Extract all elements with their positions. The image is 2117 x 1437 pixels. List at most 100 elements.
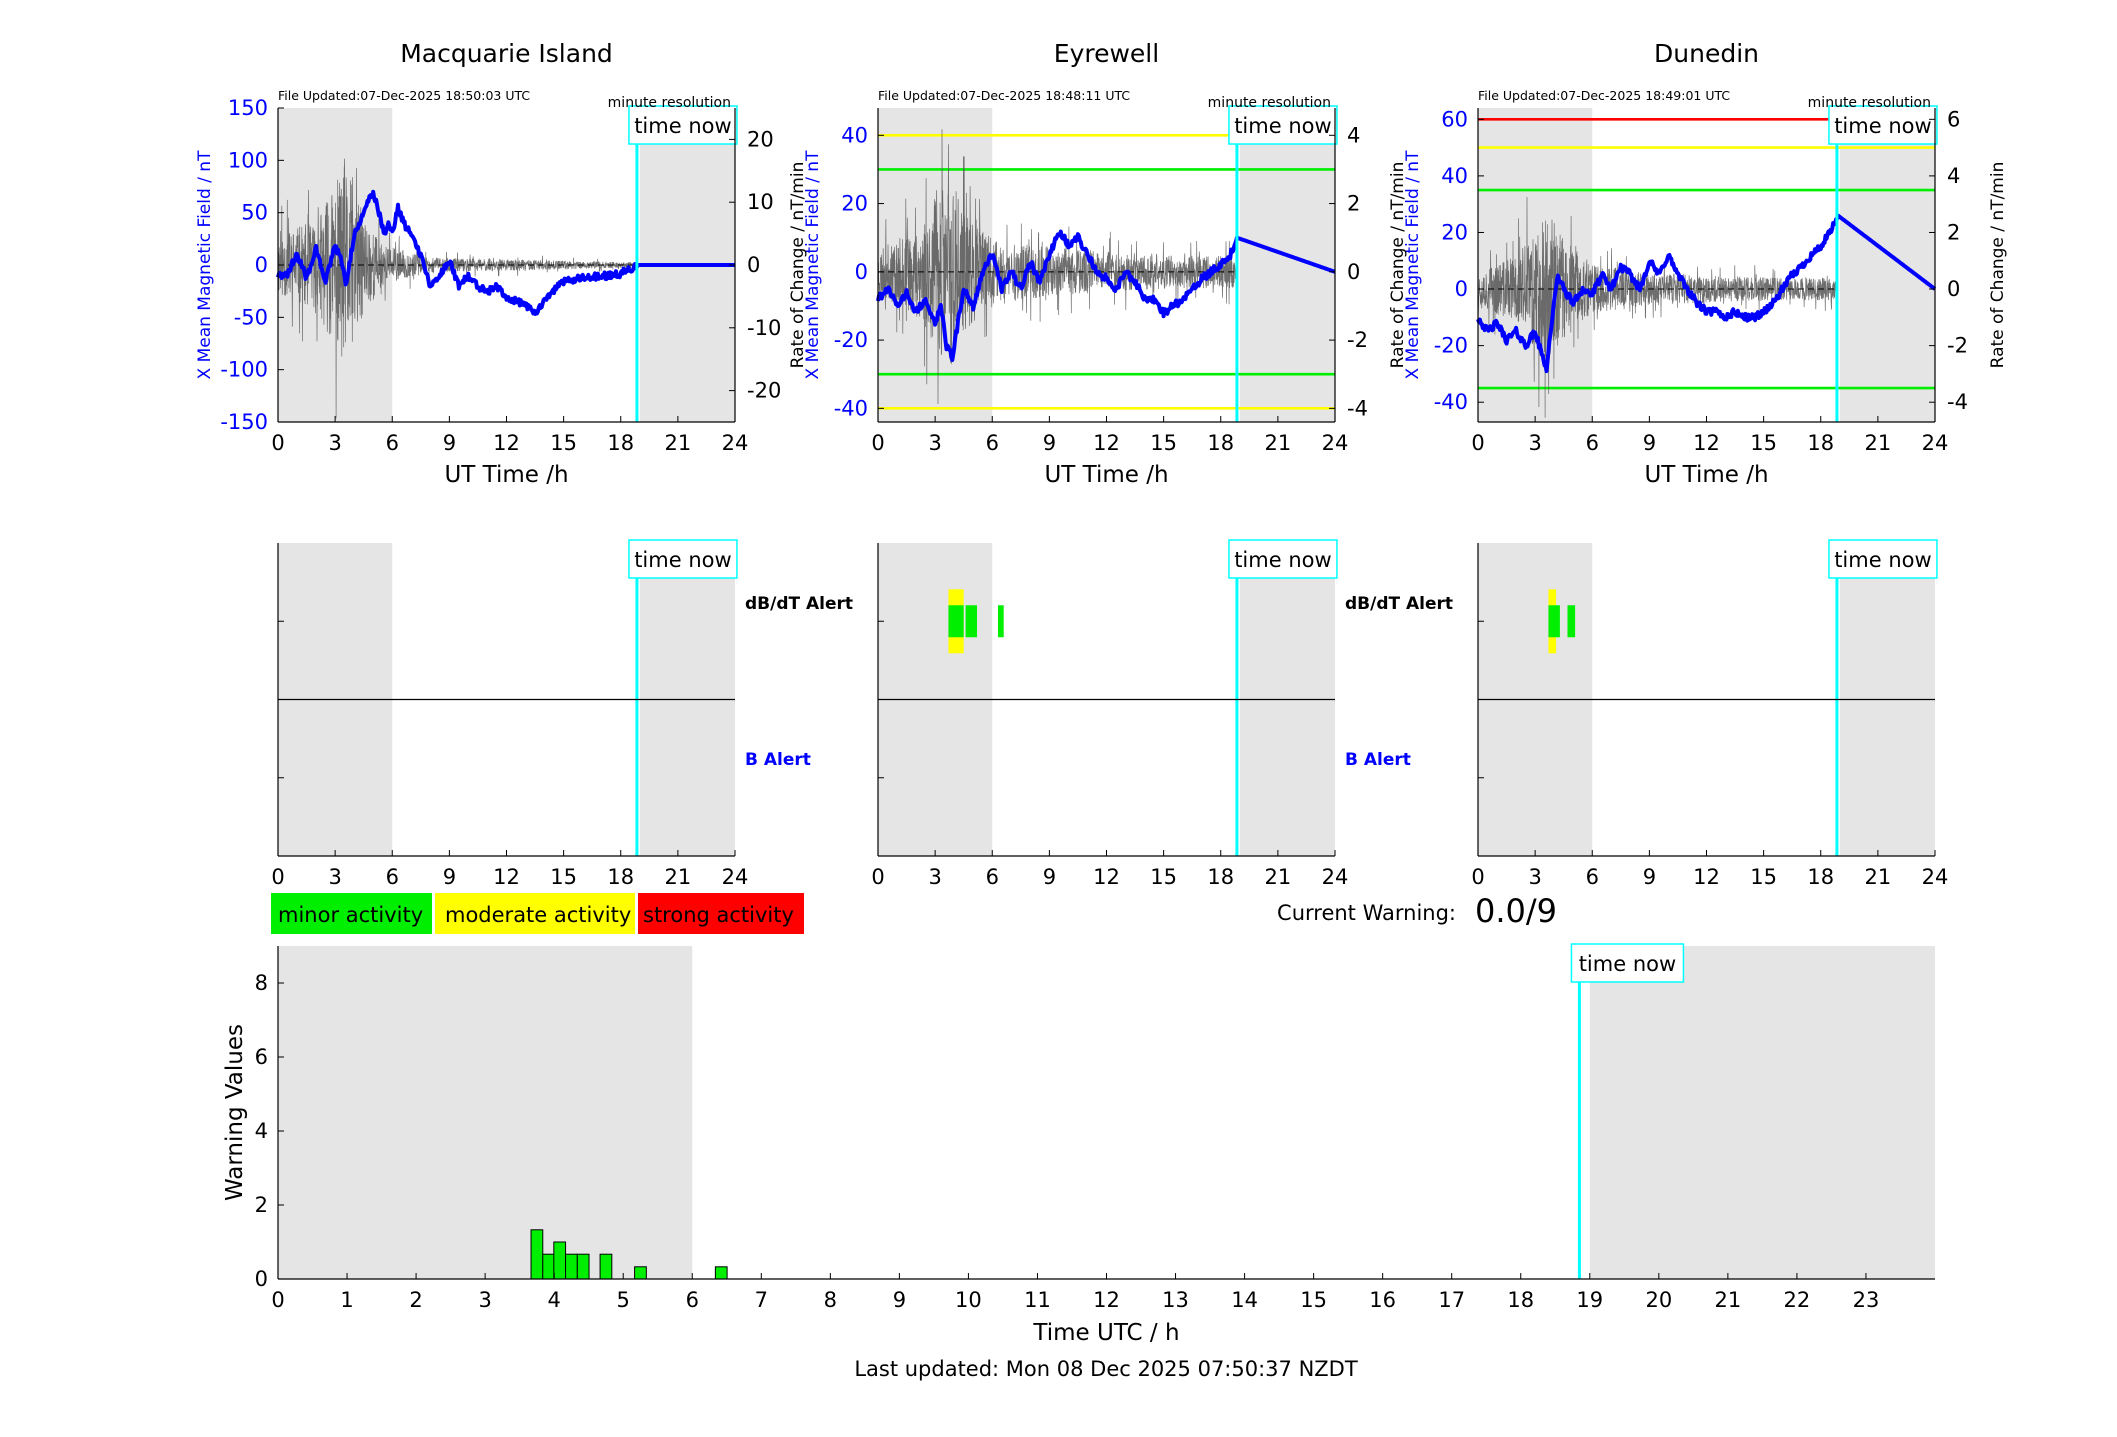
alert-x-tick-label: 21 <box>665 865 692 889</box>
station-title: Eyrewell <box>1054 39 1159 68</box>
alert-x-tick-label: 3 <box>928 865 941 889</box>
alert-x-tick-label: 0 <box>871 865 884 889</box>
alert-x-tick-label: 6 <box>386 865 399 889</box>
x-tick-label: 22 <box>1784 1288 1811 1312</box>
y-tick-label: -100 <box>220 358 268 382</box>
y-axis-label: X Mean Magnetic Field / nT <box>1403 150 1423 380</box>
time-now-box <box>1828 105 1938 145</box>
y-tick-label: -50 <box>234 305 268 329</box>
y2-tick-label: 0 <box>747 253 760 277</box>
time-now-box <box>1570 943 1685 983</box>
y2-tick-label: -2 <box>1347 328 1368 352</box>
y-tick-label: 8 <box>255 971 268 995</box>
x-tick-label: 4 <box>547 1288 560 1312</box>
x-tick-label: 0 <box>871 431 884 455</box>
alert-x-tick-label: 0 <box>1471 865 1484 889</box>
alert-x-tick-label: 21 <box>1865 865 1892 889</box>
time-now-label: time now <box>1834 114 1931 138</box>
x-tick-label: 7 <box>755 1288 768 1312</box>
alert-x-tick-label: 18 <box>607 865 634 889</box>
alert-x-tick-label: 24 <box>1322 865 1349 889</box>
x-tick-label: 18 <box>1807 431 1834 455</box>
alert-x-tick-label: 3 <box>328 865 341 889</box>
station-panel-macquarie: Macquarie Island File Updated:07-Dec-202… <box>195 39 853 889</box>
y-tick-label: -20 <box>1434 334 1468 358</box>
y2-tick-label: -10 <box>747 316 781 340</box>
resolution-label: minute resolution <box>608 95 731 111</box>
alert-x-tick-label: 12 <box>1693 865 1720 889</box>
alert-x-tick-label: 6 <box>986 865 999 889</box>
x-tick-label: 12 <box>493 431 520 455</box>
alert-x-tick-label: 6 <box>1586 865 1599 889</box>
x-tick-label: 3 <box>1528 431 1541 455</box>
db-dt-alert-label: dB/dT Alert <box>745 594 853 614</box>
x-tick-label: 9 <box>1043 431 1056 455</box>
legend-moderate-label: moderate activity <box>445 903 631 927</box>
x-tick-label: 20 <box>1645 1288 1672 1312</box>
x-tick-label: 6 <box>686 1288 699 1312</box>
y-tick-label: 20 <box>1441 220 1468 244</box>
night-shade <box>278 946 693 1279</box>
y-tick-label: 60 <box>1441 107 1468 131</box>
x-tick-label: 15 <box>1300 1288 1327 1312</box>
x-tick-label: 9 <box>443 431 456 455</box>
last-updated-label: Last updated: Mon 08 Dec 2025 07:50:37 N… <box>854 1357 1358 1381</box>
x-tick-label: 19 <box>1576 1288 1603 1312</box>
alert-x-tick-label: 0 <box>271 865 284 889</box>
x-tick-label: 0 <box>271 431 284 455</box>
db-dt-alert-mark <box>1567 605 1576 638</box>
x-tick-label: 9 <box>893 1288 906 1312</box>
y-tick-label: 50 <box>241 201 268 225</box>
x-tick-label: 1 <box>340 1288 353 1312</box>
x-tick-label: 12 <box>1093 1288 1120 1312</box>
alert-x-tick-label: 12 <box>1093 865 1120 889</box>
resolution-label: minute resolution <box>1808 95 1931 111</box>
x-tick-label: 16 <box>1369 1288 1396 1312</box>
night-shade <box>1839 108 1935 422</box>
x-tick-label: 14 <box>1231 1288 1258 1312</box>
activity-legend: minor activity moderate activity strong … <box>271 893 804 934</box>
y2-tick-label: -20 <box>747 379 781 403</box>
x-tick-label: 21 <box>1865 431 1892 455</box>
alert-x-tick-label: 18 <box>1807 865 1834 889</box>
x-tick-label: 6 <box>386 431 399 455</box>
x-tick-label: 18 <box>607 431 634 455</box>
alert-x-tick-label: 15 <box>1150 865 1177 889</box>
time-now-label: time now <box>1234 548 1331 572</box>
x-tick-label: 13 <box>1162 1288 1189 1312</box>
y-axis-label: X Mean Magnetic Field / nT <box>803 150 823 380</box>
alert-x-tick-label: 3 <box>1528 865 1541 889</box>
y2-tick-label: -4 <box>1947 390 1968 414</box>
y2-tick-label: 0 <box>1947 277 1960 301</box>
time-now-label: time now <box>634 548 731 572</box>
current-warning-value: 0.0/9 <box>1475 892 1557 930</box>
y-axis-label: Warning Values <box>222 1024 248 1201</box>
x-tick-label: 24 <box>1322 431 1349 455</box>
station-panel-dunedin: Dunedin File Updated:07-Dec-2025 18:49:0… <box>1403 39 2008 889</box>
y2-tick-label: 2 <box>1947 220 1960 244</box>
x-tick-label: 11 <box>1024 1288 1051 1312</box>
warning-bar <box>714 1266 728 1280</box>
y-tick-label: 6 <box>255 1045 268 1069</box>
x-tick-label: 2 <box>409 1288 422 1312</box>
y2-tick-label: 0 <box>1347 260 1360 284</box>
warning-bar <box>553 1241 567 1280</box>
y2-tick-label: 2 <box>1347 192 1360 216</box>
night-shade <box>1589 946 1935 1279</box>
x-tick-label: 12 <box>1693 431 1720 455</box>
station-panel-eyrewell: Eyrewell File Updated:07-Dec-2025 18:48:… <box>803 39 1453 889</box>
time-now-box <box>1228 539 1338 579</box>
y2-tick-label: 6 <box>1947 107 1960 131</box>
warning-bar <box>576 1253 590 1280</box>
y-tick-label: -150 <box>220 410 268 434</box>
y-tick-label: 0 <box>255 1267 268 1291</box>
rate-of-change-series <box>1477 196 1838 418</box>
station-title: Dunedin <box>1654 39 1759 68</box>
x-tick-label: 12 <box>1093 431 1120 455</box>
x-tick-label: 6 <box>1586 431 1599 455</box>
y-tick-label: 20 <box>841 192 868 216</box>
file-updated-label: File Updated:07-Dec-2025 18:50:03 UTC <box>278 88 530 103</box>
x-axis-label: UT Time /h <box>1644 462 1768 488</box>
